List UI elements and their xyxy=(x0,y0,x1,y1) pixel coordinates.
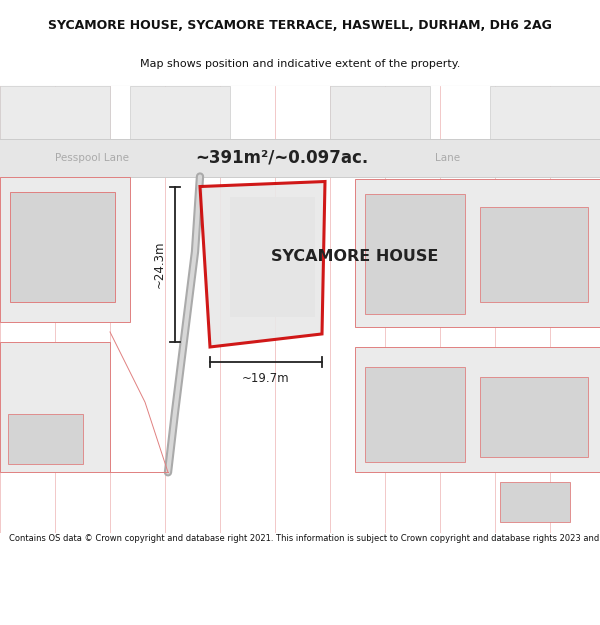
Bar xyxy=(0,86,110,139)
Bar xyxy=(230,196,315,317)
Bar xyxy=(330,86,430,139)
Bar xyxy=(355,347,600,472)
Text: SYCAMORE HOUSE, SYCAMORE TERRACE, HASWELL, DURHAM, DH6 2AG: SYCAMORE HOUSE, SYCAMORE TERRACE, HASWEL… xyxy=(48,19,552,32)
Bar xyxy=(130,86,230,139)
Bar xyxy=(0,139,600,176)
Text: SYCAMORE HOUSE: SYCAMORE HOUSE xyxy=(271,249,439,264)
Polygon shape xyxy=(200,181,325,347)
Bar xyxy=(355,179,600,327)
Text: ~19.7m: ~19.7m xyxy=(242,372,290,385)
Text: Contains OS data © Crown copyright and database right 2021. This information is : Contains OS data © Crown copyright and d… xyxy=(9,534,600,543)
Text: ~24.3m: ~24.3m xyxy=(153,241,166,288)
Text: ~391m²/~0.097ac.: ~391m²/~0.097ac. xyxy=(195,149,368,167)
Bar xyxy=(500,482,570,522)
Text: Map shows position and indicative extent of the property.: Map shows position and indicative extent… xyxy=(140,59,460,69)
Text: Lane: Lane xyxy=(435,153,460,163)
Bar xyxy=(10,191,115,302)
Bar xyxy=(8,414,83,464)
Bar xyxy=(490,86,600,139)
Bar xyxy=(365,194,465,314)
Bar xyxy=(480,207,588,302)
Bar xyxy=(480,377,588,458)
Bar xyxy=(0,342,110,472)
Bar xyxy=(0,176,130,322)
Text: Pesspool Lane: Pesspool Lane xyxy=(55,153,129,163)
Bar xyxy=(365,367,465,462)
